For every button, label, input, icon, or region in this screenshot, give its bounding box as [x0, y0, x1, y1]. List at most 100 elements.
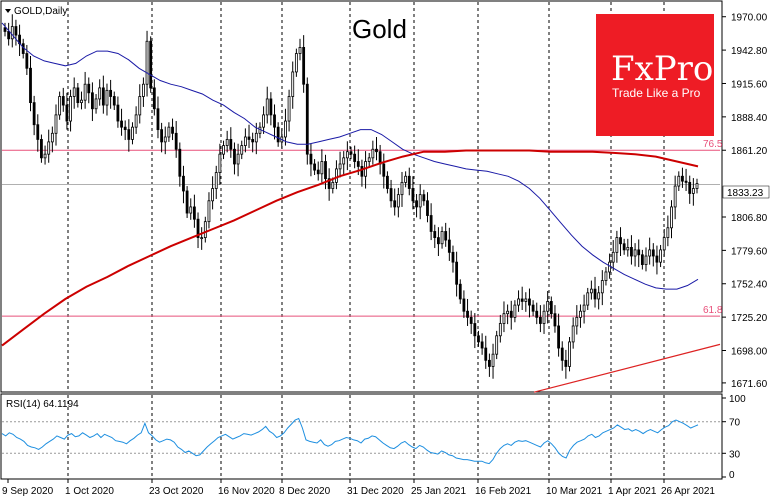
candle-body	[615, 237, 619, 253]
candle-body	[335, 168, 338, 183]
candle-body	[287, 96, 291, 122]
fib-level-label: 61.8	[703, 305, 723, 316]
candle-body	[528, 298, 531, 306]
candle-body	[422, 194, 426, 202]
candle-body	[302, 47, 306, 85]
candle-body	[597, 292, 601, 300]
candle-body	[407, 175, 411, 189]
candle-body	[203, 221, 207, 239]
candle-body	[233, 148, 236, 165]
x-tick-label: 9 Sep 2020	[2, 486, 54, 497]
x-tick-label: 1 Oct 2020	[65, 486, 114, 497]
trendline	[533, 343, 721, 393]
candle-body	[648, 249, 652, 257]
candle-body	[491, 353, 495, 367]
candle-body	[338, 163, 342, 170]
candle-body	[360, 166, 364, 177]
candle-body	[32, 102, 36, 126]
candle-body	[349, 151, 353, 155]
candle-body	[506, 310, 510, 315]
candle-body	[189, 206, 193, 214]
y-tick-label: 1970.00	[731, 13, 768, 24]
candle-body	[240, 145, 244, 155]
candle-body	[105, 89, 109, 106]
candle-body	[681, 175, 684, 182]
candle-body	[273, 114, 276, 128]
candle-body	[375, 148, 378, 153]
candle-body	[94, 98, 98, 110]
candle-body	[47, 141, 51, 155]
y-tick-label: 1915.60	[731, 79, 768, 90]
candle-body	[560, 347, 564, 361]
candle-body	[160, 129, 164, 143]
y-tick-label: 1671.60	[731, 379, 768, 390]
candle-body	[433, 231, 437, 239]
candle-body	[87, 83, 91, 94]
candle-body	[626, 247, 630, 251]
candle-body	[542, 310, 546, 324]
candle-body	[254, 132, 258, 143]
candles	[3, 14, 699, 379]
fib-level-label: 76.5	[703, 139, 723, 150]
candle-body	[582, 304, 586, 312]
collapse-arrow-icon[interactable]	[5, 9, 11, 13]
y-tick-label: 1725.20	[731, 313, 768, 324]
candle-body	[477, 335, 480, 343]
candle-body	[637, 249, 641, 256]
candle-body	[447, 239, 451, 253]
candle-body	[324, 161, 327, 180]
candle-body	[320, 161, 324, 175]
candle-body	[451, 251, 455, 263]
y-tick-label: 1888.40	[731, 113, 768, 124]
candle-body	[659, 249, 662, 263]
candle-body	[120, 120, 123, 128]
rsi-panel-frame	[0, 393, 723, 480]
candle-body	[396, 194, 400, 208]
candle-body	[553, 313, 557, 327]
moving-averages	[1, 22, 699, 347]
candle-body	[386, 175, 389, 189]
candle-body	[185, 190, 189, 214]
candle-body	[251, 139, 255, 143]
candle-body	[72, 87, 76, 97]
x-tick-label: 25 Jan 2021	[411, 486, 466, 497]
candle-body	[651, 249, 655, 257]
candle-body	[586, 292, 590, 306]
candle-body	[546, 301, 550, 312]
candle-body	[549, 301, 553, 315]
x-tick-label: 10 Mar 2021	[546, 486, 603, 497]
candle-body	[462, 298, 466, 312]
candle-body	[58, 96, 62, 116]
candle-body	[76, 87, 80, 104]
candle-body	[640, 254, 644, 266]
candle-body	[571, 325, 575, 343]
candle-body	[429, 215, 433, 232]
candle-body	[520, 298, 524, 302]
candle-body	[495, 335, 499, 355]
candle-body	[593, 288, 597, 300]
candle-body	[305, 83, 309, 155]
candle-body	[298, 47, 302, 54]
candle-body	[200, 237, 204, 240]
candle-body	[691, 188, 695, 194]
y-tick-label: 1942.80	[731, 46, 768, 57]
candle-body	[163, 136, 167, 143]
candle-body	[313, 163, 316, 171]
candle-body	[145, 40, 149, 85]
fibonacci-levels: 76.5 61.8	[2, 139, 723, 317]
candle-body	[196, 218, 200, 239]
candle-body	[524, 298, 528, 302]
candle-body	[112, 96, 116, 106]
candle-body	[670, 206, 673, 229]
candle-body	[29, 67, 32, 104]
candle-body	[327, 178, 331, 189]
candle-body	[222, 145, 225, 155]
candle-body	[502, 313, 506, 324]
x-tick-label: 16 Feb 2021	[475, 486, 532, 497]
candle-body	[152, 87, 156, 110]
candle-body	[444, 231, 448, 241]
symbol-label: GOLD,Daily	[14, 6, 67, 17]
candle-body	[171, 126, 174, 134]
x-tick-label: 1 Apr 2021	[608, 486, 657, 497]
candle-body	[291, 71, 295, 97]
